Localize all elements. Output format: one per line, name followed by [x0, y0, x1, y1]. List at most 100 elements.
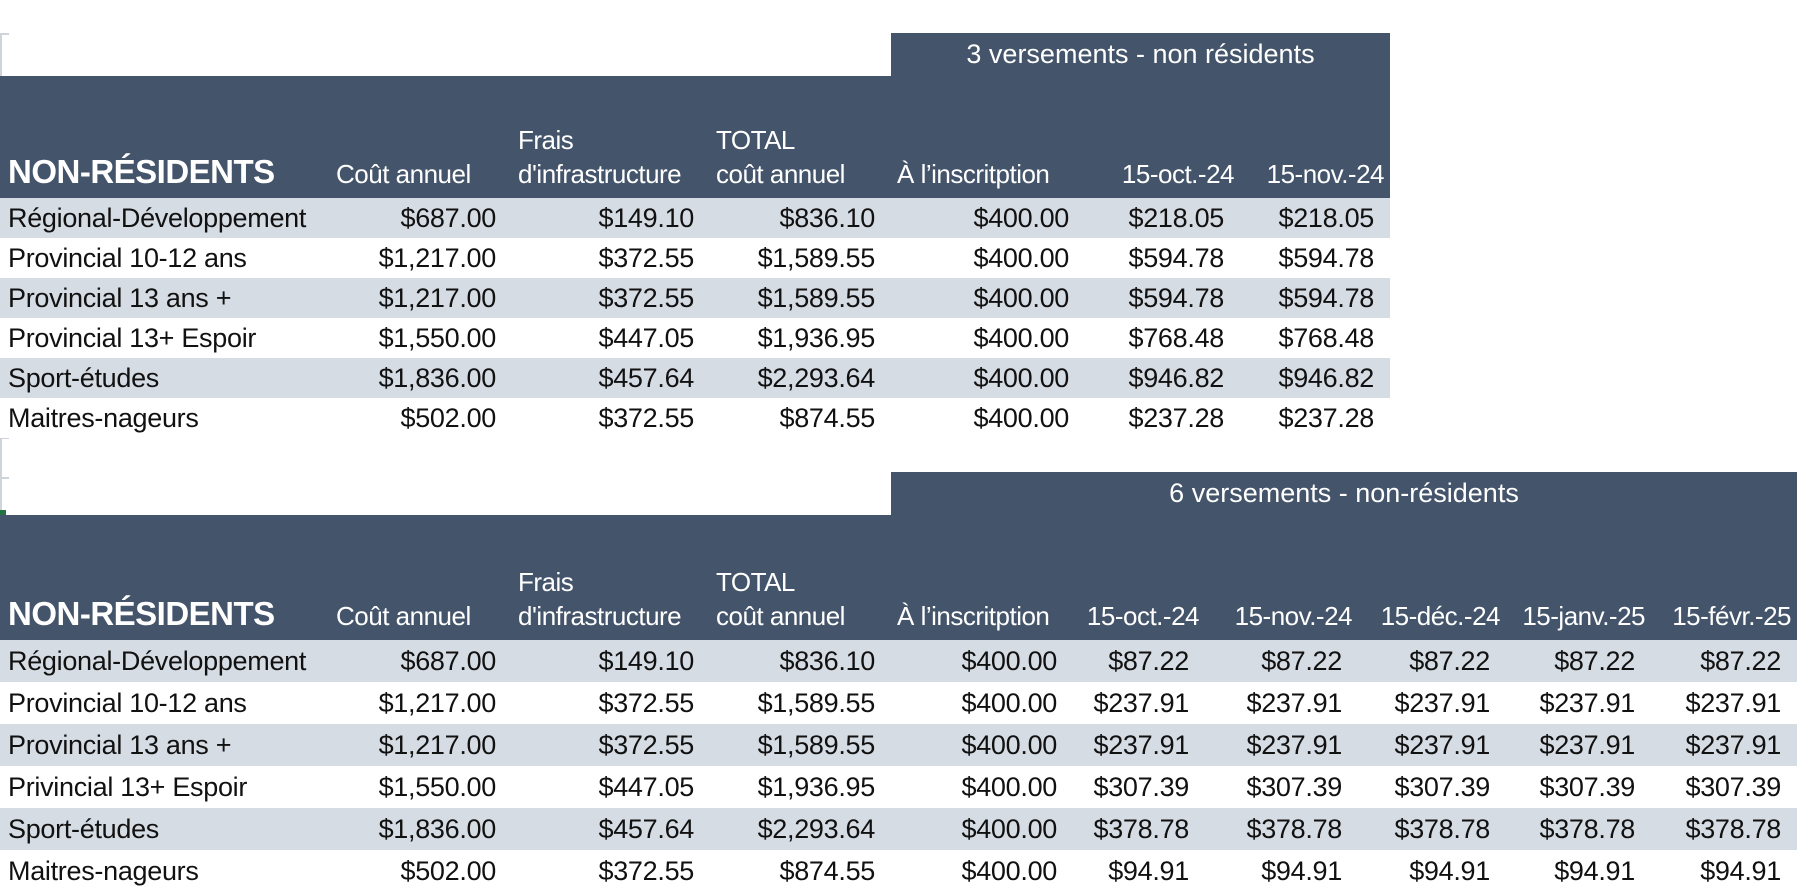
value-cell[interactable]: $1,589.55 — [757, 729, 876, 760]
value-cell[interactable]: $687.00 — [400, 202, 497, 233]
column-header-frais-infrastructure[interactable]: Frais d'infrastructure — [518, 567, 682, 631]
value-cell[interactable]: $94.91 — [1108, 855, 1189, 886]
value-cell[interactable]: $94.91 — [1409, 855, 1490, 886]
row-label-cell[interactable]: Maitres-nageurs — [8, 855, 199, 886]
value-cell[interactable]: $218.05 — [1128, 202, 1225, 233]
value-cell[interactable]: $378.78 — [1093, 813, 1190, 844]
value-cell[interactable]: $307.39 — [1394, 771, 1491, 802]
value-cell[interactable]: $946.82 — [1278, 362, 1375, 393]
value-cell[interactable]: $237.28 — [1128, 402, 1225, 433]
table-title-banner-6-versements[interactable]: 6 versements - non-résidents — [891, 472, 1797, 515]
value-cell[interactable]: $87.22 — [1261, 645, 1342, 676]
row-label-cell[interactable]: Provincial 13 ans + — [8, 282, 232, 313]
value-cell[interactable]: $87.22 — [1409, 645, 1490, 676]
value-cell[interactable]: $94.91 — [1554, 855, 1635, 886]
value-cell[interactable]: $237.91 — [1246, 687, 1343, 718]
value-cell[interactable]: $87.22 — [1108, 645, 1189, 676]
value-cell[interactable]: $502.00 — [400, 855, 497, 886]
value-cell[interactable]: $1,217.00 — [378, 687, 497, 718]
value-cell[interactable]: $307.39 — [1539, 771, 1636, 802]
value-cell[interactable]: $400.00 — [973, 402, 1070, 433]
value-cell[interactable]: $1,217.00 — [378, 242, 497, 273]
value-cell[interactable]: $1,550.00 — [378, 771, 497, 802]
value-cell[interactable]: $1,217.00 — [378, 729, 497, 760]
value-cell[interactable]: $946.82 — [1128, 362, 1225, 393]
value-cell[interactable]: $1,836.00 — [378, 813, 497, 844]
value-cell[interactable]: $1,589.55 — [757, 242, 876, 273]
value-cell[interactable]: $836.10 — [779, 645, 876, 676]
value-cell[interactable]: $237.91 — [1685, 687, 1782, 718]
column-header-15-oct-24[interactable]: 15-oct.-24 — [1121, 159, 1235, 189]
value-cell[interactable]: $378.78 — [1539, 813, 1636, 844]
row-label-cell[interactable]: Provincial 13 ans + — [8, 729, 232, 760]
column-header-15-dec-24[interactable]: 15-déc.-24 — [1380, 601, 1501, 631]
value-cell[interactable]: $400.00 — [973, 322, 1070, 353]
value-cell[interactable]: $502.00 — [400, 402, 497, 433]
value-cell[interactable]: $149.10 — [598, 645, 695, 676]
value-cell[interactable]: $237.91 — [1539, 729, 1636, 760]
value-cell[interactable]: $400.00 — [973, 282, 1070, 313]
row-label-cell[interactable]: Provincial 10-12 ans — [8, 687, 247, 718]
value-cell[interactable]: $594.78 — [1128, 242, 1225, 273]
value-cell[interactable]: $457.64 — [598, 362, 695, 393]
column-header-15-nov-24[interactable]: 15-nov.-24 — [1266, 159, 1385, 189]
value-cell[interactable]: $378.78 — [1685, 813, 1782, 844]
value-cell[interactable]: $94.91 — [1261, 855, 1342, 886]
column-header-cout-annuel[interactable]: Coût annuel — [336, 601, 471, 631]
value-cell[interactable]: $237.91 — [1093, 729, 1190, 760]
value-cell[interactable]: $400.00 — [961, 729, 1058, 760]
value-cell[interactable]: $378.78 — [1246, 813, 1343, 844]
value-cell[interactable]: $594.78 — [1278, 242, 1375, 273]
value-cell[interactable]: $372.55 — [598, 282, 695, 313]
value-cell[interactable]: $372.55 — [598, 855, 695, 886]
value-cell[interactable]: $149.10 — [598, 202, 695, 233]
row-label-cell[interactable]: Régional-Développement — [8, 202, 307, 233]
value-cell[interactable]: $1,589.55 — [757, 687, 876, 718]
value-cell[interactable]: $378.78 — [1394, 813, 1491, 844]
value-cell[interactable]: $400.00 — [961, 771, 1058, 802]
value-cell[interactable]: $400.00 — [961, 645, 1058, 676]
value-cell[interactable]: $400.00 — [973, 362, 1070, 393]
value-cell[interactable]: $687.00 — [400, 645, 497, 676]
column-header-15-fevr-25[interactable]: 15-févr.-25 — [1672, 601, 1791, 631]
value-cell[interactable]: $400.00 — [961, 687, 1058, 718]
value-cell[interactable]: $94.91 — [1700, 855, 1781, 886]
value-cell[interactable]: $400.00 — [973, 202, 1070, 233]
value-cell[interactable]: $218.05 — [1278, 202, 1375, 233]
row-label-cell[interactable]: Régional-Développement — [8, 645, 307, 676]
column-header-a-l-inscription[interactable]: À l’inscritption — [897, 159, 1050, 189]
column-header-non-residents[interactable]: NON-RÉSIDENTS — [8, 595, 275, 632]
value-cell[interactable]: $457.64 — [598, 813, 695, 844]
value-cell[interactable]: $237.91 — [1539, 687, 1636, 718]
value-cell[interactable]: $2,293.64 — [757, 813, 876, 844]
value-cell[interactable]: $237.91 — [1093, 687, 1190, 718]
value-cell[interactable]: $1,589.55 — [757, 282, 876, 313]
row-label-cell[interactable]: Sport-études — [8, 813, 159, 844]
value-cell[interactable]: $1,836.00 — [378, 362, 497, 393]
row-label-cell[interactable]: Privincial 13+ Espoir — [8, 771, 248, 802]
row-label-cell[interactable]: Provincial 10-12 ans — [8, 242, 247, 273]
value-cell[interactable]: $1,936.95 — [757, 322, 876, 353]
column-header-15-oct-24[interactable]: 15-oct.-24 — [1086, 601, 1200, 631]
column-header-15-janv-25[interactable]: 15-janv.-25 — [1522, 601, 1645, 631]
column-header-frais-infrastructure[interactable]: Frais d'infrastructure — [518, 125, 682, 189]
value-cell[interactable]: $237.91 — [1394, 729, 1491, 760]
value-cell[interactable]: $87.22 — [1700, 645, 1781, 676]
value-cell[interactable]: $372.55 — [598, 729, 695, 760]
column-header-a-l-inscription[interactable]: À l’inscritption — [897, 601, 1050, 631]
value-cell[interactable]: $372.55 — [598, 687, 695, 718]
column-header-non-residents[interactable]: NON-RÉSIDENTS — [8, 153, 275, 190]
value-cell[interactable]: $1,936.95 — [757, 771, 876, 802]
value-cell[interactable]: $874.55 — [779, 855, 876, 886]
value-cell[interactable]: $447.05 — [598, 771, 695, 802]
value-cell[interactable]: $372.55 — [598, 242, 695, 273]
value-cell[interactable]: $768.48 — [1278, 322, 1375, 353]
value-cell[interactable]: $400.00 — [961, 855, 1058, 886]
value-cell[interactable]: $874.55 — [779, 402, 876, 433]
value-cell[interactable]: $307.39 — [1685, 771, 1782, 802]
value-cell[interactable]: $1,550.00 — [378, 322, 497, 353]
value-cell[interactable]: $400.00 — [973, 242, 1070, 273]
value-cell[interactable]: $2,293.64 — [757, 362, 876, 393]
value-cell[interactable]: $237.91 — [1394, 687, 1491, 718]
value-cell[interactable]: $237.91 — [1685, 729, 1782, 760]
